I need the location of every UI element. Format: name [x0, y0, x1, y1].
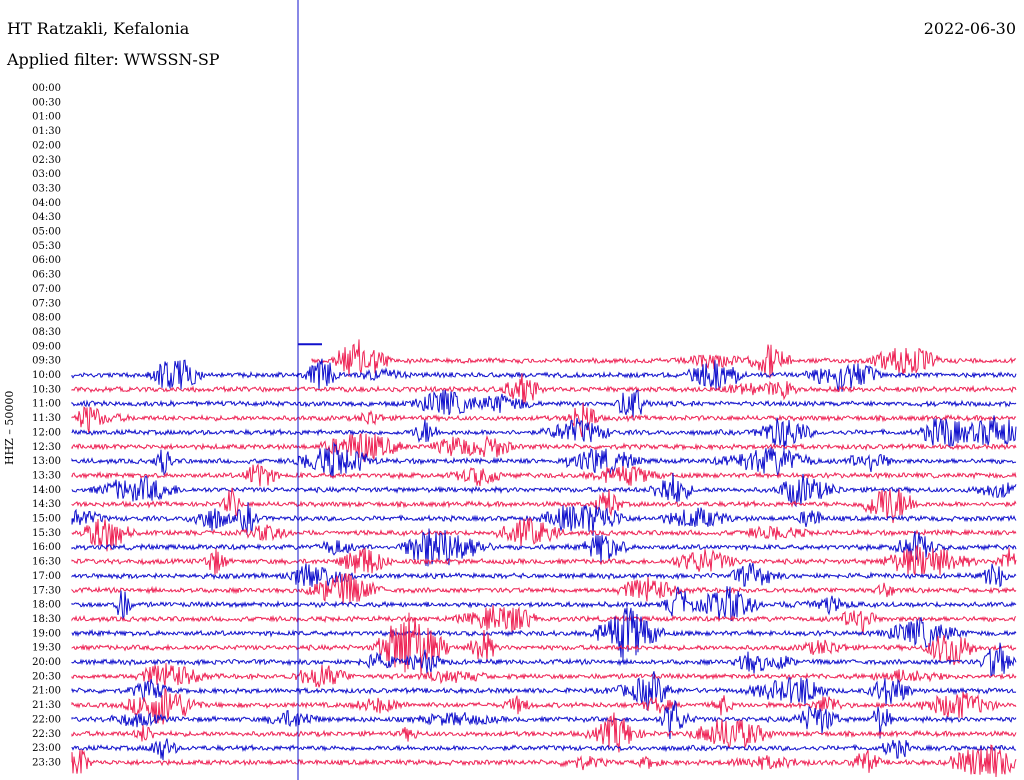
time-tick-label: 15:00 — [32, 514, 61, 525]
time-tick-label: 05:00 — [32, 227, 61, 238]
time-tick-label: 19:00 — [32, 628, 61, 639]
time-tick-label: 16:00 — [32, 542, 61, 553]
time-tick-label: 06:00 — [32, 255, 61, 266]
trace-line — [71, 517, 1017, 552]
trace-line — [71, 528, 1017, 567]
trace-line — [71, 358, 1017, 392]
time-tick-label: 08:30 — [32, 327, 61, 338]
trace-line — [71, 463, 1017, 487]
time-tick-label: 21:00 — [32, 686, 61, 697]
trace-line — [71, 472, 1017, 508]
trace-line — [71, 738, 1017, 761]
time-tick-label: 20:30 — [32, 671, 61, 682]
time-tick-label: 00:00 — [32, 83, 61, 94]
trace-line — [71, 545, 1017, 577]
trace-line — [71, 487, 1017, 524]
time-tick-label: 11:00 — [32, 399, 61, 410]
trace-line — [71, 605, 1017, 635]
time-tick-label: 01:30 — [32, 126, 61, 137]
trace-line — [71, 441, 1017, 479]
time-tick-label: 02:30 — [32, 155, 61, 166]
time-tick-label: 06:30 — [32, 270, 61, 281]
trace-line — [71, 699, 1017, 739]
seismic-traces — [71, 339, 1017, 778]
time-tick-label: 08:00 — [32, 313, 61, 324]
trace-line — [71, 612, 1017, 676]
station-title: HT Ratzakli, Kefalonia — [7, 19, 190, 38]
time-tick-label: 01:00 — [32, 112, 61, 123]
time-tick-label: 20:00 — [32, 657, 61, 668]
time-tick-label: 22:00 — [32, 714, 61, 725]
trace-line — [71, 744, 1017, 778]
time-tick-label: 14:00 — [32, 485, 61, 496]
trace-line — [71, 432, 1017, 462]
time-tick-label: 18:30 — [32, 614, 61, 625]
time-tick-label: 03:30 — [32, 183, 61, 194]
trace-line — [71, 586, 1017, 622]
trace-line — [71, 402, 1017, 438]
time-tick-label: 13:30 — [32, 470, 61, 481]
time-tick-label: 23:00 — [32, 743, 61, 754]
trace-line — [71, 712, 1017, 753]
trace-line — [71, 502, 1017, 536]
time-tick-label: 13:00 — [32, 456, 61, 467]
time-tick-label: 22:30 — [32, 729, 61, 740]
time-tick-label: 10:00 — [32, 370, 61, 381]
time-tick-label: 09:00 — [32, 341, 61, 352]
time-tick-label: 19:30 — [32, 643, 61, 654]
time-tick-label: 00:30 — [32, 97, 61, 108]
time-axis-labels: 00:00 00:30 01:00 01:30 02:00 02:30 03:00 03:30… — [32, 83, 61, 768]
trace-line — [71, 389, 1017, 420]
time-tick-label: 15:30 — [32, 528, 61, 539]
trace-line — [71, 415, 1017, 451]
time-tick-label: 12:00 — [32, 427, 61, 438]
time-tick-label: 23:30 — [32, 757, 61, 768]
time-tick-label: 14:30 — [32, 499, 61, 510]
time-tick-label: 10:30 — [32, 384, 61, 395]
time-tick-label: 21:30 — [32, 700, 61, 711]
time-tick-label: 17:00 — [32, 571, 61, 582]
time-tick-label: 04:30 — [32, 212, 61, 223]
trace-line — [71, 373, 1017, 407]
filter-label: Applied filter: WWSSN-SP — [7, 50, 220, 69]
time-tick-label: 16:30 — [32, 557, 61, 568]
trace-line — [71, 642, 1017, 678]
time-tick-label: 04:00 — [32, 198, 61, 209]
time-tick-label: 12:30 — [32, 442, 61, 453]
trace-line — [311, 339, 1017, 379]
time-tick-label: 18:00 — [32, 600, 61, 611]
time-tick-label: 11:30 — [32, 413, 61, 424]
trace-line — [71, 663, 1017, 688]
trace-line — [71, 573, 1017, 605]
time-tick-label: 03:00 — [32, 169, 61, 180]
trace-line — [71, 671, 1017, 712]
date-label: 2022-06-30 — [923, 19, 1016, 38]
time-tick-label: 09:30 — [32, 356, 61, 367]
time-tick-label: 07:30 — [32, 298, 61, 309]
trace-line — [71, 688, 1017, 725]
trace-line — [71, 562, 1017, 588]
time-tick-label: 02:00 — [32, 140, 61, 151]
time-tick-label: 17:30 — [32, 585, 61, 596]
time-tick-label: 05:30 — [32, 241, 61, 252]
time-tick-label: 07:00 — [32, 284, 61, 295]
trace-line — [71, 607, 1017, 661]
